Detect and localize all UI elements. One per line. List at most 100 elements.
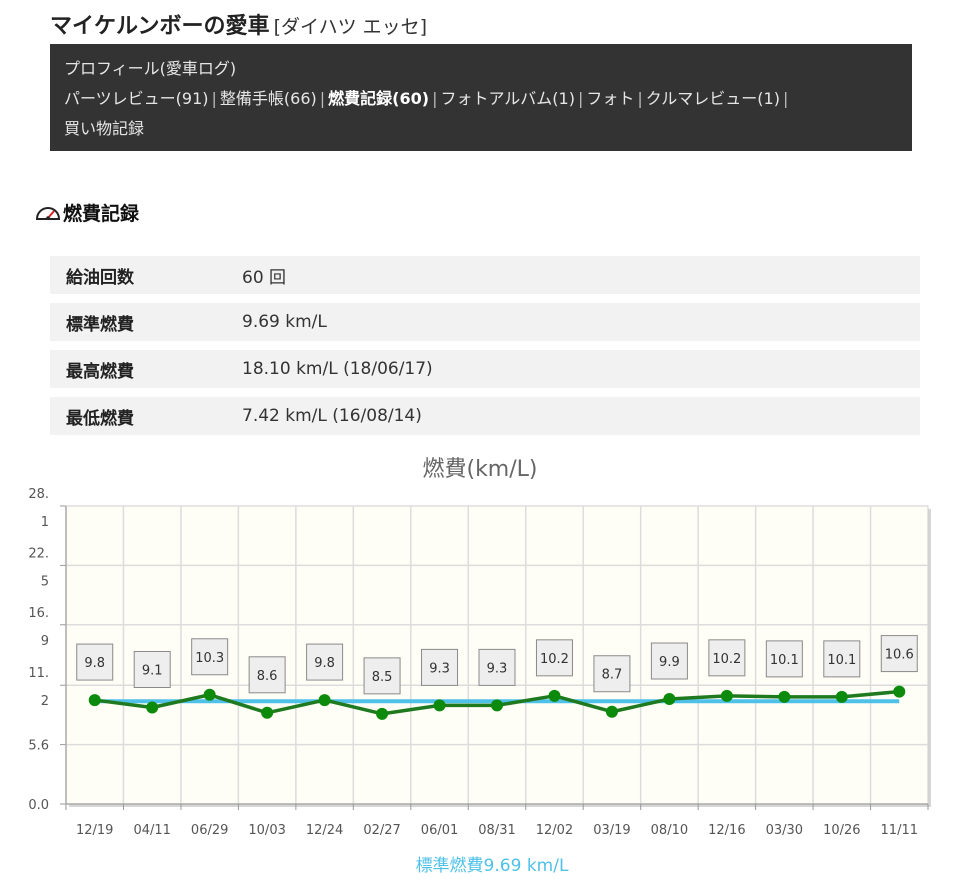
y-tick-label: 28. <box>28 487 49 502</box>
data-label-box <box>421 648 459 686</box>
stat-row-best-economy: 最高燃費 18.10 km/L (18/06/17) <box>50 350 920 388</box>
data-point <box>720 689 733 702</box>
data-label-box <box>478 648 516 686</box>
stat-row-worst-economy: 最低燃費 7.42 km/L (16/08/14) <box>50 397 920 435</box>
y-tick-label: 5.6 <box>28 739 49 754</box>
data-label: 9.1 <box>142 663 163 678</box>
data-label: 10.1 <box>827 653 856 668</box>
nav-photo-link[interactable]: フォト <box>586 89 635 108</box>
x-tick-label: 12/02 <box>536 823 573 838</box>
nav-maintenance-link[interactable]: 整備手帳(66) <box>219 89 317 108</box>
y-tick-label: 5 <box>41 574 49 589</box>
stat-value: 9.69 km/L <box>242 312 327 332</box>
data-label-box <box>708 639 746 677</box>
data-point <box>318 694 331 707</box>
data-label-box <box>248 656 286 694</box>
data-point <box>778 690 791 703</box>
x-tick-label: 02/27 <box>363 823 400 838</box>
data-label-box <box>306 643 344 681</box>
data-label: 10.6 <box>885 648 914 663</box>
stat-value: 18.10 km/L (18/06/17) <box>242 359 433 379</box>
data-label-box <box>650 642 688 680</box>
data-label: 8.6 <box>257 669 278 684</box>
stat-label: 給油回数 <box>66 267 134 288</box>
nav-separator: | <box>577 89 584 108</box>
y-tick-label: 0.0 <box>28 798 49 813</box>
stat-value: 7.42 km/L (16/08/14) <box>242 406 422 426</box>
x-tick-label: 06/29 <box>191 823 228 838</box>
x-tick-label: 12/19 <box>76 823 113 838</box>
x-tick-label: 11/11 <box>881 823 918 838</box>
x-tick-label: 04/11 <box>133 823 170 838</box>
data-point <box>893 685 906 698</box>
car-model[interactable]: [ダイハツ エッセ] <box>273 16 428 38</box>
data-label: 8.5 <box>372 670 393 685</box>
stat-value: 60 回 <box>242 267 287 288</box>
data-label-box <box>823 640 861 678</box>
data-point <box>376 707 389 720</box>
x-tick-label: 12/24 <box>306 823 343 838</box>
data-label-box <box>593 655 631 693</box>
x-tick-label: 10/03 <box>248 823 285 838</box>
data-point <box>261 706 274 719</box>
data-point <box>203 688 216 701</box>
stat-label: 標準燃費 <box>66 314 134 335</box>
profile-nav: プロフィール(愛車ログ) パーツレビュー(91) | 整備手帳(66) | 燃費記録(6… <box>50 44 912 151</box>
y-tick-label: 9 <box>41 634 49 649</box>
stat-row-refuel-count: 給油回数 60 回 <box>50 256 920 294</box>
data-label-box <box>880 635 918 673</box>
nav-separator: | <box>211 89 217 108</box>
data-label-box <box>76 643 114 681</box>
speedometer-icon <box>35 206 61 220</box>
nav-car-review-link[interactable]: クルマレビュー(1) <box>645 89 780 108</box>
y-tick-label: 1 <box>41 515 49 530</box>
y-tick-label: 11. <box>28 666 49 681</box>
data-label: 8.7 <box>602 668 623 683</box>
x-tick-label: 08/31 <box>478 823 515 838</box>
section-title-text: 燃費記録 <box>63 203 140 225</box>
x-tick-label: 03/30 <box>766 823 803 838</box>
owner-car-title: マイケルンボーの愛車 <box>50 14 270 39</box>
data-label: 9.3 <box>487 661 508 676</box>
data-point <box>548 689 561 702</box>
y-tick-label: 16. <box>28 606 49 621</box>
x-tick-label: 03/19 <box>593 823 630 838</box>
data-label: 9.9 <box>659 655 680 670</box>
stat-label: 最低燃費 <box>66 408 134 429</box>
x-tick-label: 08/10 <box>651 823 688 838</box>
nav-shopping-link[interactable]: 買い物記録 <box>64 119 145 138</box>
data-point <box>605 705 618 718</box>
data-point <box>491 699 503 712</box>
data-label: 10.3 <box>195 651 224 666</box>
nav-separator: | <box>432 89 438 108</box>
x-tick-label: 06/01 <box>421 823 458 838</box>
data-label-box <box>535 639 573 677</box>
data-point <box>88 694 101 707</box>
data-label: 9.8 <box>84 656 105 671</box>
x-tick-label: 10/26 <box>823 823 860 838</box>
data-label-box <box>765 640 803 678</box>
data-point <box>663 693 676 706</box>
fuel-economy-chart-svg: 燃費(km/L) 0.0 5.6 11. 2 16. 9 22. 5 28. 1 12/19 04/11… <box>28 457 931 876</box>
data-point <box>835 690 848 703</box>
data-point <box>146 701 159 714</box>
data-label: 9.3 <box>429 661 450 676</box>
y-tick-label: 2 <box>41 694 49 709</box>
nav-separator: | <box>637 89 643 108</box>
legend-standard-economy: 標準燃費9.69 km/L <box>416 856 569 876</box>
nav-profile-link[interactable]: プロフィール(愛車ログ) <box>64 59 237 78</box>
data-label: 10.2 <box>540 652 569 667</box>
data-label-box <box>191 638 229 676</box>
nav-parts-review-link[interactable]: パーツレビュー(91) <box>64 89 209 108</box>
page-title: マイケルンボーの愛車 [ダイハツ エッセ] <box>50 8 427 40</box>
fuel-economy-chart: 燃費(km/L) 0.0 5.6 11. 2 16. 9 22. 5 28. 1 12/19 04/11… <box>0 448 960 887</box>
chart-title: 燃費(km/L) <box>422 457 537 482</box>
section-title: 燃費記録 <box>34 199 139 226</box>
y-tick-label: 22. <box>28 546 49 561</box>
nav-fuel-log-current: 燃費記録(60) <box>328 89 430 108</box>
data-label: 10.1 <box>770 653 799 668</box>
nav-photo-album-link[interactable]: フォトアルバム(1) <box>440 89 575 108</box>
data-label-box <box>133 650 171 688</box>
data-label: 10.2 <box>712 652 741 667</box>
fuel-stats-table: 給油回数 60 回 標準燃費 9.69 km/L 最高燃費 18.10 km/L… <box>50 256 920 444</box>
